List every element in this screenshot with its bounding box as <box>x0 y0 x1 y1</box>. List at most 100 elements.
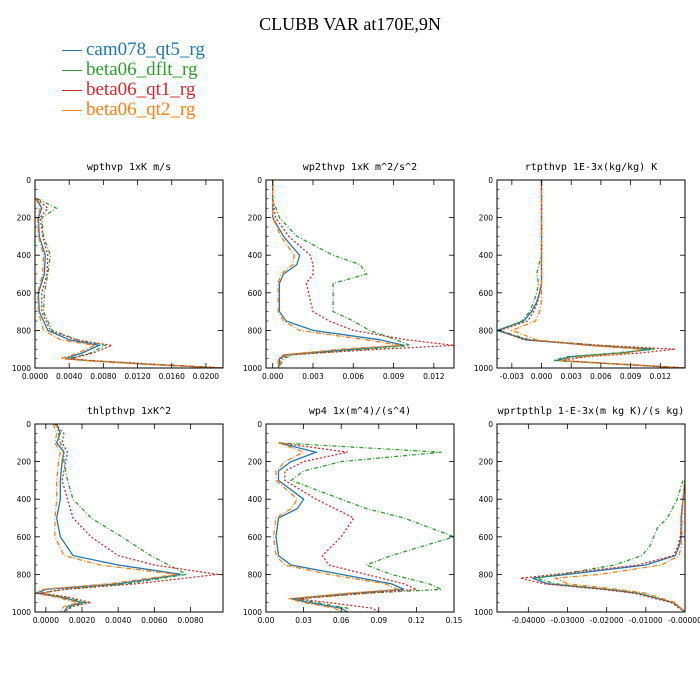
x-tick-label: 0.006 <box>590 372 612 381</box>
y-tick-label: 200 <box>17 214 32 223</box>
x-tick-label: 0.0080 <box>177 616 203 625</box>
y-tick-label: 0 <box>257 420 262 429</box>
x-tick-label: 0.15 <box>446 616 463 625</box>
y-tick-label: 800 <box>17 570 32 579</box>
y-tick-label: 600 <box>248 289 263 298</box>
x-tick-label: -0.003 <box>500 372 524 381</box>
x-tick-label: -0.01000 <box>629 616 663 625</box>
y-tick-label: 200 <box>248 214 263 223</box>
panel-2: wp2thvp 1xK m^2/s^2020040060080010000.00… <box>243 162 455 381</box>
y-tick-label: 1000 <box>12 608 31 617</box>
y-tick-label: 400 <box>248 495 263 504</box>
x-tick-label: -0.00000 <box>668 616 700 625</box>
y-tick-label: 1000 <box>243 608 262 617</box>
series-line-cam078_qt5_rg <box>272 180 405 368</box>
y-tick-label: 800 <box>17 326 32 335</box>
series-line-beta06_dflt_rg <box>37 198 223 368</box>
y-tick-label: 0 <box>26 420 31 429</box>
series-line-beta06_qt2_rg <box>272 442 398 612</box>
x-tick-label: -0.04000 <box>511 616 545 625</box>
y-tick-label: 200 <box>17 458 32 467</box>
legend: cam078_qt5_rg beta06_dflt_rg beta06_qt1_rg… <box>62 40 205 120</box>
x-tick-label: 0.003 <box>302 372 324 381</box>
x-tick-label: 0.0000 <box>33 616 59 625</box>
series-line-beta06_qt1_rg <box>498 180 685 368</box>
legend-label: beta06_qt2_rg <box>86 99 196 120</box>
x-tick-label: 0.012 <box>650 372 672 381</box>
y-tick-label: 800 <box>479 326 494 335</box>
panel-frame <box>496 423 686 613</box>
y-tick-label: 600 <box>17 533 32 542</box>
panel-title: wpthvp 1xK m/s <box>87 162 171 173</box>
series-line-cam078_qt5_rg <box>532 480 685 612</box>
panel-title: thlpthvp 1xK^2 <box>87 406 171 417</box>
series-line-beta06_qt2_rg <box>509 180 685 368</box>
y-tick-label: 400 <box>248 251 263 260</box>
y-tick-label: 600 <box>479 533 494 542</box>
series-line-beta06_qt2_rg <box>553 480 685 612</box>
series-line-cam078_qt5_rg <box>36 198 223 368</box>
x-tick-label: 0.0080 <box>90 372 116 381</box>
series-line-beta06_qt2_rg <box>35 424 177 612</box>
panel-title: wp4 1x(m^4)/(s^4) <box>309 406 411 417</box>
y-tick-label: 600 <box>17 289 32 298</box>
series-line-beta06_dflt_rg <box>278 442 454 612</box>
x-tick-label: 0.0020 <box>69 616 95 625</box>
y-tick-label: 200 <box>479 214 494 223</box>
y-tick-label: 600 <box>248 533 263 542</box>
panel-frame <box>265 179 455 369</box>
y-tick-label: 0 <box>26 176 31 185</box>
y-tick-label: 400 <box>17 251 32 260</box>
figure-title: CLUBB VAR at170E,9N <box>259 14 441 34</box>
series-line-beta06_qt1_rg <box>278 442 417 612</box>
y-tick-label: 0 <box>488 176 493 185</box>
panel-title: rtpthvp 1E-3x(kg/kg) K <box>525 162 657 173</box>
legend-entry: cam078_qt5_rg <box>62 40 205 60</box>
y-tick-label: 200 <box>479 458 494 467</box>
legend-entry: beta06_qt2_rg <box>62 100 205 120</box>
series-line-beta06_qt1_rg <box>272 180 454 368</box>
x-tick-label: 0.0200 <box>193 372 219 381</box>
y-tick-label: 800 <box>479 570 494 579</box>
series-line-beta06_dflt_rg <box>40 424 189 612</box>
y-tick-label: 1000 <box>243 364 262 373</box>
x-tick-label: -0.03000 <box>551 616 585 625</box>
series-line-beta06_dflt_rg <box>497 180 685 368</box>
legend-swatch <box>62 109 82 111</box>
x-tick-label: 0.003 <box>560 372 582 381</box>
x-tick-label: 0.03 <box>295 616 312 625</box>
panel-frame <box>34 179 224 369</box>
y-tick-label: 800 <box>248 326 263 335</box>
x-tick-label: 0.009 <box>383 372 405 381</box>
series-line-cam078_qt5_rg <box>275 442 405 612</box>
x-tick-label: 0.000 <box>531 372 553 381</box>
x-tick-label: 0.0000 <box>22 372 48 381</box>
panel-6: wprtpthlp 1-E-3x(m kg K)/(s kg) 0 200 400 60… <box>474 406 700 625</box>
y-tick-label: 1000 <box>474 608 493 617</box>
x-tick-label: 0.009 <box>620 372 642 381</box>
x-tick-label: 0.00 <box>258 616 275 625</box>
x-tick-label: -0.02000 <box>590 616 624 625</box>
x-tick-label: 0.09 <box>370 616 387 625</box>
legend-label: beta06_qt1_rg <box>86 79 196 100</box>
series-line-beta06_qt1_rg <box>40 424 218 612</box>
x-tick-label: 0.006 <box>343 372 365 381</box>
y-tick-label: 400 <box>479 495 494 504</box>
series-line-beta06_dflt_rg <box>272 180 410 368</box>
series-line-beta06_qt1_rg <box>36 198 223 368</box>
series-line-beta06_qt2_rg <box>35 198 223 368</box>
y-tick-label: 600 <box>479 289 494 298</box>
legend-label: beta06_dflt_rg <box>86 59 198 80</box>
panel-3: rtpthvp 1E-3x(kg/kg) K 0 200 400 600 800 1000-… <box>474 162 686 381</box>
y-tick-label: 1000 <box>12 364 31 373</box>
y-tick-label: 0 <box>257 176 262 185</box>
x-tick-label: 0.06 <box>333 616 350 625</box>
panel-title: wprtpthlp 1-E-3x(m kg K)/(s kg) <box>498 406 685 417</box>
y-tick-label: 800 <box>248 570 263 579</box>
legend-swatch <box>62 49 82 51</box>
